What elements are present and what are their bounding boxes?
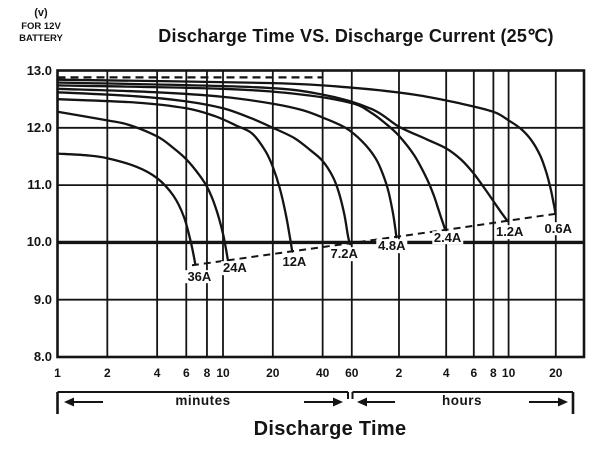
curve-label-0.6A: 0.6A (542, 220, 575, 236)
x-range-minutes-label: minutes (175, 393, 231, 408)
x-tick-minutes-1: 1 (54, 366, 61, 380)
x-tick-minutes-6: 6 (182, 366, 190, 380)
x-tick-hours-2: 2 (395, 366, 403, 380)
discharge-curve-24A (56, 110, 230, 262)
x-tick-minutes-2: 2 (103, 366, 111, 380)
x-tick-minutes-4: 4 (153, 366, 161, 380)
curve-label-24A: 24A (220, 260, 249, 276)
y-tick-label-12.0: 12.0 (26, 119, 52, 135)
x-tick-hours-8: 8 (490, 366, 497, 380)
y-tick-label-8.0: 8.0 (33, 349, 52, 364)
x-tick-minutes-40: 40 (315, 366, 330, 380)
y-axis-unit-block: (v) FOR 12V BATTERY (4, 7, 78, 45)
x-tick-minutes-10: 10 (216, 366, 230, 380)
y-tick-label-9.0: 9.0 (33, 291, 52, 307)
curve-label-12A: 12A (280, 254, 309, 270)
discharge-curve-0.6A (56, 78, 557, 215)
y-tick-label-10.0: 10.0 (26, 234, 52, 250)
minutes-right-arrow-head (333, 397, 343, 407)
y-tick-label-11.0: 11.0 (27, 177, 52, 193)
y-axis-unit-volts: (v) (34, 7, 48, 19)
x-axis-title: Discharge Time (253, 418, 407, 440)
x-tick-minutes-60: 60 (345, 366, 359, 380)
y-tick-label-13.0: 13.0 (26, 62, 52, 78)
discharge-curve-4.8A (56, 87, 398, 239)
curve-label-4.8A: 4.8A (376, 238, 408, 254)
discharge-curve-2.4A (56, 84, 447, 231)
hours-right-arrow-head (558, 397, 568, 407)
x-tick-hours-10: 10 (501, 366, 516, 380)
y-axis-unit-battery: BATTERY (19, 32, 63, 44)
discharge-curve-36A (56, 152, 197, 266)
curve-label-36A: 36A (185, 268, 214, 284)
curve-label-7.2A: 7.2A (328, 246, 360, 262)
hours-left-arrow-head (357, 397, 367, 407)
minutes-left-arrow-head (64, 397, 74, 407)
x-tick-hours-20: 20 (549, 366, 563, 380)
chart-title: Discharge Time VS. Discharge Current (25… (158, 26, 554, 46)
x-tick-minutes-20: 20 (266, 366, 280, 380)
discharge-curve-1.2A (56, 81, 509, 223)
curve-label-2.4A: 2.4A (431, 229, 464, 245)
cutoff-dashed-line (191, 212, 556, 267)
x-range-hours-label: hours (441, 393, 483, 408)
x-tick-hours-4: 4 (442, 366, 450, 380)
plot-border (56, 69, 586, 359)
x-tick-hours-6: 6 (470, 366, 478, 380)
x-tick-minutes-8: 8 (203, 366, 211, 380)
discharge-curve-7.2A (56, 91, 352, 246)
discharge-curve-12A (56, 98, 294, 253)
curve-label-1.2A: 1.2A (493, 224, 526, 240)
y-axis-unit-for12v: FOR 12V (21, 20, 61, 32)
